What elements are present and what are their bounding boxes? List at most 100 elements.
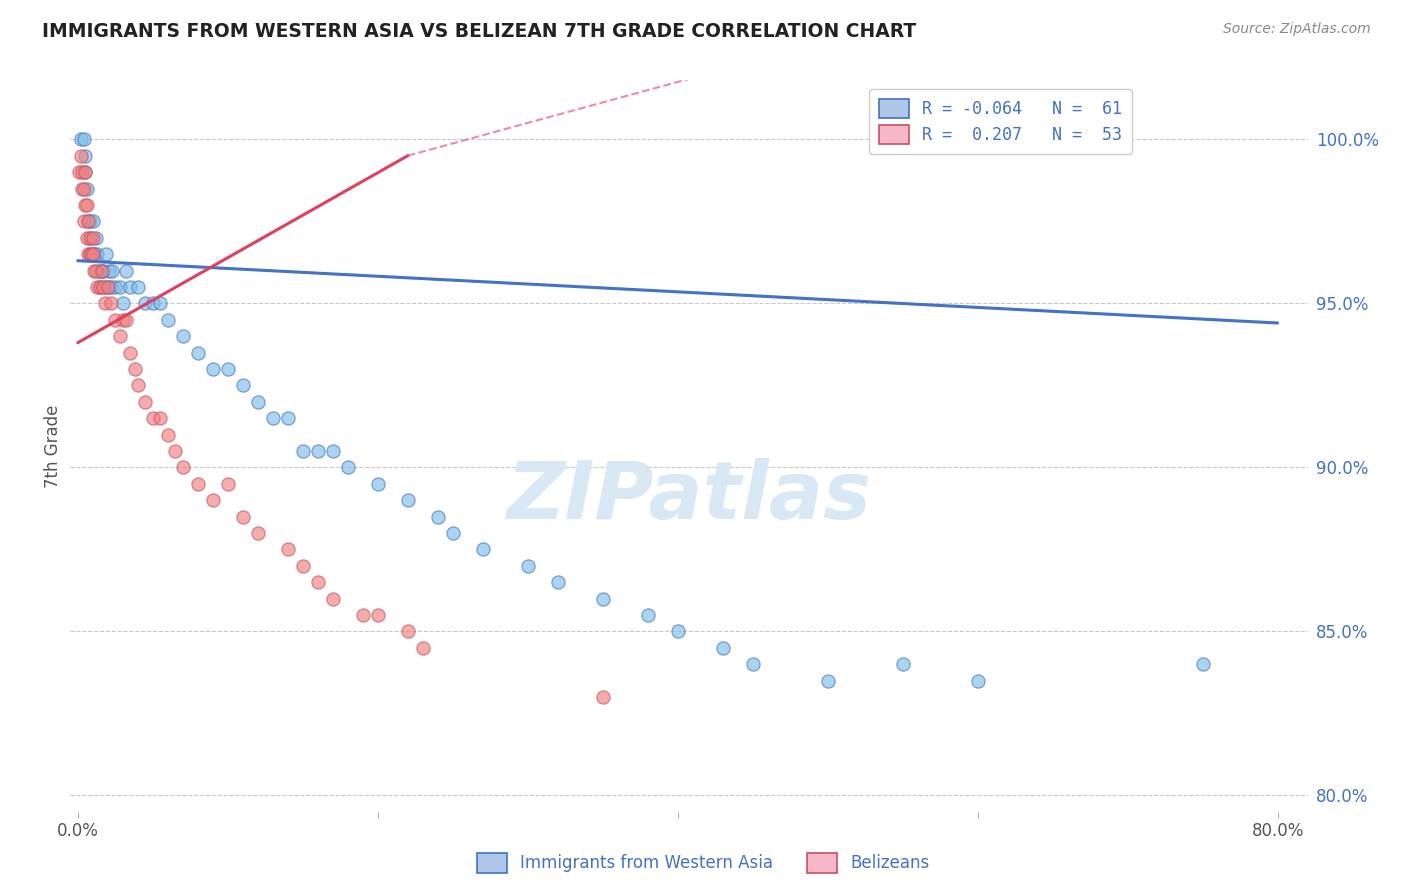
Point <box>322 444 344 458</box>
Point <box>201 493 224 508</box>
Point <box>73 181 96 195</box>
Point <box>637 607 659 622</box>
Point <box>69 149 91 163</box>
Point <box>149 411 172 425</box>
Y-axis label: 7th Grade: 7th Grade <box>44 404 62 488</box>
Point <box>666 624 689 639</box>
Point <box>76 181 98 195</box>
Point <box>124 362 146 376</box>
Point <box>396 624 419 639</box>
Point <box>966 673 988 688</box>
Point <box>72 181 94 195</box>
Point <box>120 280 142 294</box>
Point <box>89 280 111 294</box>
Point <box>1191 657 1213 672</box>
Point <box>94 296 117 310</box>
Point <box>83 263 105 277</box>
Point <box>336 460 359 475</box>
Point <box>86 280 108 294</box>
Point <box>142 296 165 310</box>
Point <box>817 673 839 688</box>
Point <box>291 558 314 573</box>
Point <box>76 231 98 245</box>
Point <box>82 231 104 245</box>
Point <box>172 460 194 475</box>
Point <box>108 329 131 343</box>
Point <box>77 214 100 228</box>
Point <box>741 657 763 672</box>
Point <box>104 312 127 326</box>
Point <box>592 690 614 704</box>
Point <box>156 427 179 442</box>
Point <box>75 198 97 212</box>
Point <box>97 280 120 294</box>
Point <box>187 476 209 491</box>
Point <box>134 394 156 409</box>
Point <box>277 411 299 425</box>
Point <box>114 312 136 326</box>
Point <box>73 214 96 228</box>
Point <box>83 247 105 261</box>
Point <box>67 165 90 179</box>
Point <box>97 280 120 294</box>
Point <box>165 444 187 458</box>
Point <box>307 575 329 590</box>
Point <box>75 165 97 179</box>
Point <box>79 247 101 261</box>
Point <box>367 476 389 491</box>
Point <box>84 231 107 245</box>
Point <box>76 198 98 212</box>
Point <box>142 411 165 425</box>
Point <box>277 542 299 557</box>
Point <box>84 263 107 277</box>
Point <box>80 247 103 261</box>
Point <box>94 280 117 294</box>
Point <box>711 640 734 655</box>
Point <box>149 296 172 310</box>
Point <box>96 247 118 261</box>
Point <box>72 165 94 179</box>
Point <box>471 542 494 557</box>
Point <box>127 280 149 294</box>
Point <box>217 476 239 491</box>
Point <box>75 165 97 179</box>
Point <box>87 263 110 277</box>
Point <box>217 362 239 376</box>
Point <box>262 411 284 425</box>
Point <box>80 231 103 245</box>
Point <box>367 607 389 622</box>
Point <box>111 312 134 326</box>
Point <box>232 378 254 392</box>
Point <box>127 378 149 392</box>
Point <box>90 263 112 277</box>
Point <box>91 263 114 277</box>
Point <box>352 607 374 622</box>
Point <box>82 247 104 261</box>
Point <box>82 214 104 228</box>
Point <box>426 509 449 524</box>
Point <box>441 525 464 540</box>
Point <box>100 280 122 294</box>
Point <box>100 296 122 310</box>
Point <box>547 575 569 590</box>
Point <box>396 493 419 508</box>
Point <box>187 345 209 359</box>
Point <box>75 149 97 163</box>
Point <box>104 280 127 294</box>
Point <box>307 444 329 458</box>
Point <box>246 525 269 540</box>
Point <box>98 263 121 277</box>
Point <box>111 296 134 310</box>
Point <box>232 509 254 524</box>
Legend: R = -0.064   N =  61, R =  0.207   N =  53: R = -0.064 N = 61, R = 0.207 N = 53 <box>869 88 1132 153</box>
Point <box>69 132 91 146</box>
Point <box>156 312 179 326</box>
Point <box>77 247 100 261</box>
Point <box>172 329 194 343</box>
Point <box>79 231 101 245</box>
Text: Source: ZipAtlas.com: Source: ZipAtlas.com <box>1223 22 1371 37</box>
Point <box>291 444 314 458</box>
Point <box>73 132 96 146</box>
Point <box>101 263 124 277</box>
Point <box>90 263 112 277</box>
